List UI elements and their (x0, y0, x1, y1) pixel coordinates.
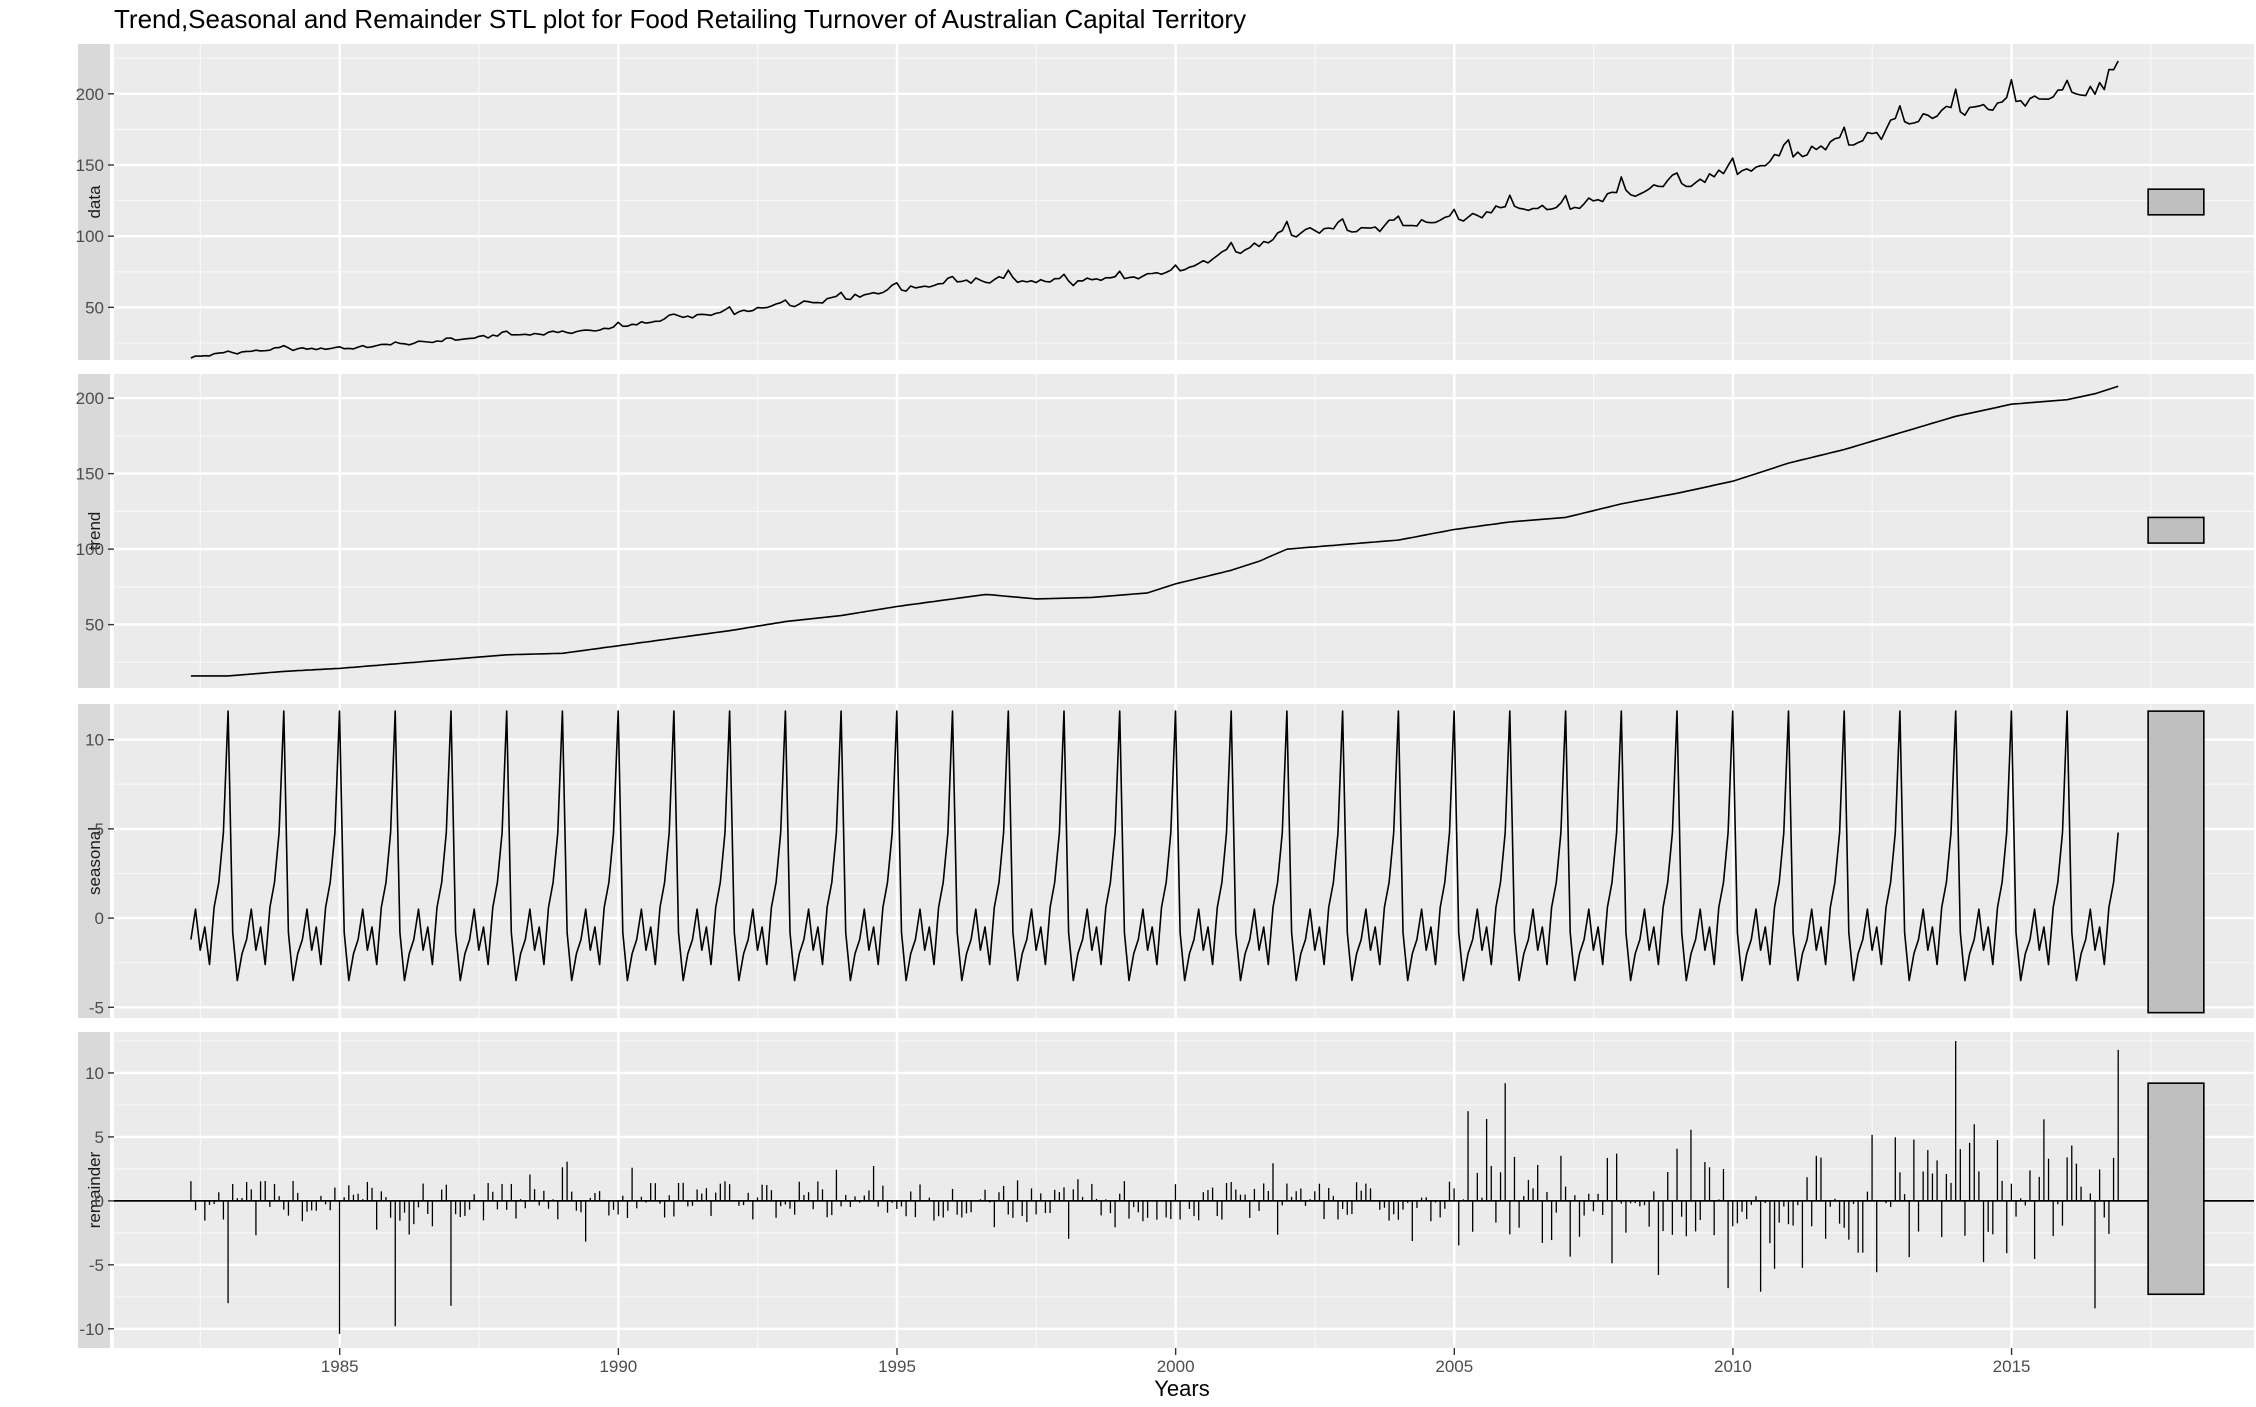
y-tick-label: 50 (85, 616, 104, 635)
chart-title: Trend,Seasonal and Remainder STL plot fo… (114, 4, 1247, 34)
facet-strip (78, 374, 110, 688)
y-tick-label: 150 (76, 465, 104, 484)
x-axis: 1985 1990 1995 2000 2005 2010 2015 (321, 1348, 2031, 1376)
y-tick-label: 100 (76, 540, 104, 559)
panel-data: data 50 100 150 200 (76, 44, 2254, 360)
trend-series-line (190, 385, 2119, 677)
seasonal-series-line (190, 710, 2119, 982)
y-tick-label: 100 (76, 227, 104, 246)
y-tick-label: -5 (89, 998, 104, 1017)
facet-strip (78, 704, 110, 1018)
y-tick-label: 200 (76, 85, 104, 104)
y-tick-label: 50 (85, 298, 104, 317)
facet-strip (78, 44, 110, 360)
y-tick-label: 10 (85, 1064, 104, 1083)
y-tick-label: 0 (95, 1192, 104, 1211)
y-tick-label: -10 (79, 1320, 104, 1339)
panel-background (114, 1032, 2254, 1348)
x-axis-label: Years (1154, 1376, 1209, 1401)
panel-seasonal: seasonal -5 0 5 10 (78, 704, 2254, 1018)
x-tick-label: 2005 (1435, 1357, 1473, 1376)
scale-bar (2147, 710, 2205, 1014)
x-tick-label: 1995 (878, 1357, 916, 1376)
data-series-line (190, 60, 2119, 359)
x-tick-label: 1990 (599, 1357, 637, 1376)
x-tick-label: 2000 (1157, 1357, 1195, 1376)
facet-strip (78, 1032, 110, 1348)
panel-background (114, 374, 2254, 688)
panel-background (114, 44, 2254, 360)
y-tick-label: 5 (95, 820, 104, 839)
panels-layer: data50100150200trend50100150200seasonal-… (76, 44, 2254, 1348)
scale-bar (2147, 188, 2205, 216)
panel-remainder: remainder -10 -5 0 5 10 (78, 1032, 2254, 1348)
y-tick-label: 10 (85, 731, 104, 750)
facet-strip-label: seasonal (85, 827, 104, 895)
facet-strip-label: data (85, 185, 104, 219)
x-tick-label: 2015 (1993, 1357, 2031, 1376)
facet-strip-label: remainder (85, 1151, 104, 1228)
x-tick-label: 1985 (321, 1357, 359, 1376)
scale-bar (2147, 1082, 2205, 1296)
scale-bar (2147, 516, 2205, 544)
y-tick-label: 5 (95, 1128, 104, 1147)
y-tick-label: 0 (95, 909, 104, 928)
facet-strip-label: trend (85, 512, 104, 551)
y-tick-label: 150 (76, 156, 104, 175)
y-tick-label: 200 (76, 389, 104, 408)
panel-trend: trend 50 100 150 200 (76, 374, 2254, 688)
x-tick-label: 2010 (1714, 1357, 1752, 1376)
y-tick-label: -5 (89, 1256, 104, 1275)
